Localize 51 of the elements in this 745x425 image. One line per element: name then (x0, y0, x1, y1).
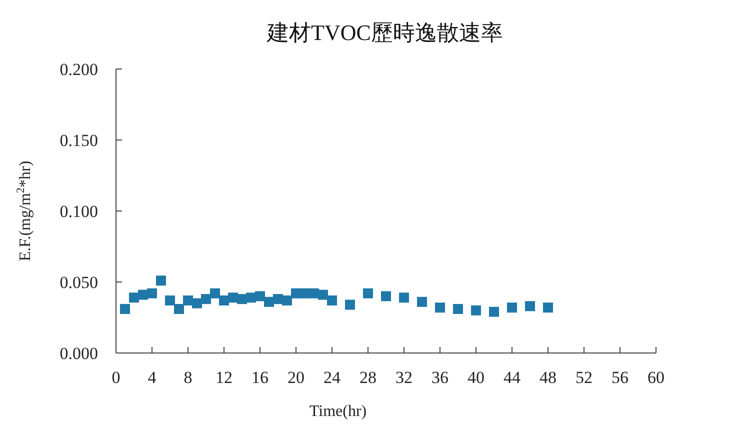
x-tick-label: 8 (184, 368, 192, 387)
point (363, 288, 373, 298)
point (174, 304, 184, 314)
x-tick-label: 12 (216, 368, 232, 387)
point (327, 295, 337, 306)
x-tick-label: 44 (504, 368, 521, 387)
x-tick-label: 52 (576, 368, 592, 387)
point (165, 295, 175, 306)
y-tick-label: 0.150 (60, 131, 98, 150)
x-tick-label: 28 (360, 368, 376, 387)
x-tick-label: 40 (468, 368, 484, 387)
point (219, 295, 229, 306)
point (453, 304, 463, 314)
point (255, 291, 265, 302)
point (399, 292, 409, 303)
point (120, 304, 130, 314)
y-tick-label: 0.000 (60, 344, 98, 363)
x-tick-label: 32 (396, 368, 412, 387)
point (156, 276, 166, 286)
x-tick-label: 36 (432, 368, 448, 387)
y-tick-label: 0.050 (60, 273, 98, 292)
point (129, 292, 139, 303)
point (345, 300, 355, 310)
point (381, 291, 391, 302)
point (471, 305, 481, 316)
x-tick-label: 20 (288, 368, 304, 387)
point (489, 306, 499, 317)
x-tick-label: 0 (112, 368, 120, 387)
chart-title: 建材TVOC歷時逸散速率 (266, 20, 503, 45)
point (282, 295, 292, 306)
point (435, 302, 445, 313)
x-tick-label: 16 (252, 368, 268, 387)
x-tick-label: 4 (148, 368, 157, 387)
x-tick-label: 60 (648, 368, 664, 387)
point (291, 288, 301, 298)
x-tick-label: 48 (540, 368, 556, 387)
x-tick-label: 56 (612, 368, 628, 387)
point (543, 302, 553, 313)
point (147, 288, 157, 298)
point (417, 296, 427, 307)
point (264, 296, 274, 307)
point (201, 294, 211, 304)
point (210, 288, 220, 298)
y-tick-label: 0.200 (60, 60, 98, 79)
point (183, 295, 193, 306)
x-axis-title: Time(hr) (309, 403, 367, 420)
point (507, 302, 517, 313)
point (318, 290, 328, 300)
x-tick-label: 24 (324, 368, 341, 387)
y-tick-label: 0.100 (60, 202, 98, 221)
point (525, 301, 535, 312)
